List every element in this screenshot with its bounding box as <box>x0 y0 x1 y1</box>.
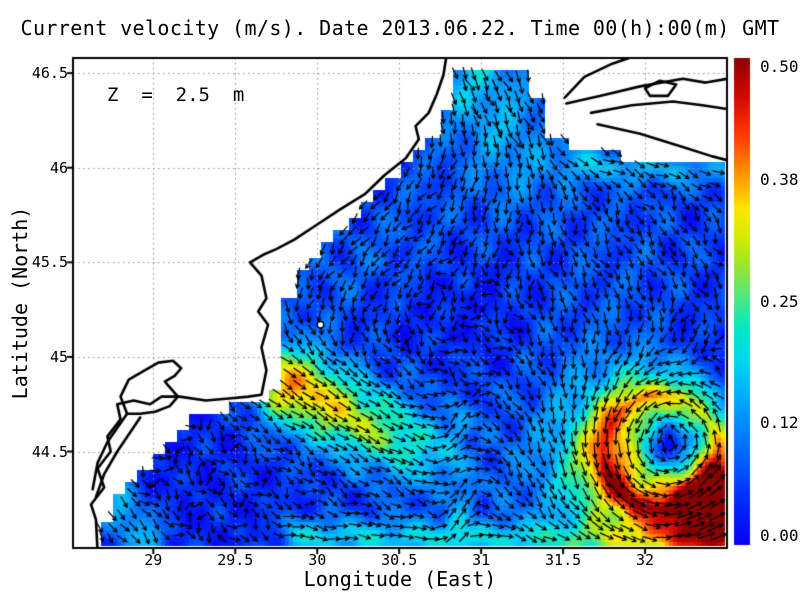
x-axis-label: Longitude (East) <box>303 567 497 591</box>
y-tick-label: 46 <box>49 158 68 177</box>
x-tick-label: 31.5 <box>545 551 582 569</box>
x-tick-label: 32 <box>636 551 655 569</box>
y-tick-label: 44.5 <box>31 442 68 461</box>
plot-title: Current velocity (m/s). Date 2013.06.22.… <box>20 16 780 40</box>
x-tick-label: 29 <box>144 551 163 569</box>
colorbar-tick-label: 0.00 <box>760 526 799 545</box>
y-tick-label: 45 <box>49 347 68 366</box>
y-tick-label: 45.5 <box>31 253 68 272</box>
depth-annotation: Z = 2.5 m <box>107 84 245 106</box>
colorbar-tick-label: 0.25 <box>760 291 799 311</box>
y-tick-label: 46.5 <box>31 64 68 83</box>
colorbar-tick-label: 0.12 <box>760 413 799 433</box>
x-tick-label: 30.5 <box>381 551 418 569</box>
x-tick-label: 29.5 <box>217 551 254 569</box>
x-tick-label: 30 <box>308 551 327 569</box>
colorbar-tick-label: 0.50 <box>760 57 799 76</box>
x-tick-label: 31 <box>472 551 491 569</box>
colorbar-tick-label: 0.38 <box>760 169 799 189</box>
y-axis-label: Latitude (North) <box>8 206 32 400</box>
